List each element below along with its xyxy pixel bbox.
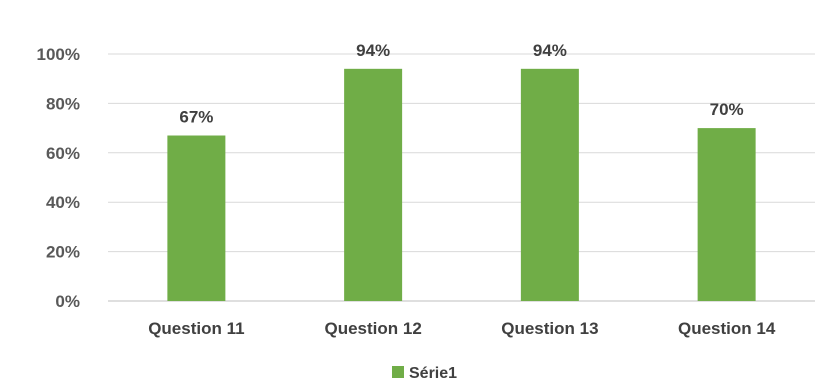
bar bbox=[697, 128, 756, 301]
y-tick-label: 20% bbox=[46, 243, 80, 262]
gridlines bbox=[108, 53, 815, 302]
category-label: Question 11 bbox=[148, 319, 244, 338]
bar bbox=[344, 68, 403, 301]
data-label: 94% bbox=[356, 41, 390, 60]
x-axis-categories: Question 11 Question 12 Question 13 Questio… bbox=[148, 319, 776, 338]
y-tick-label: 80% bbox=[46, 94, 80, 113]
y-tick-label: 0% bbox=[55, 292, 80, 311]
category-label: Question 12 bbox=[324, 319, 421, 338]
data-label: 70% bbox=[710, 100, 744, 119]
data-label: 94% bbox=[533, 41, 567, 60]
y-axis-ticks: 0% 20% 40% 60% 80% 100% bbox=[37, 45, 80, 311]
legend-label: Série1 bbox=[409, 365, 457, 382]
data-labels: 67% 94% 94% 70% bbox=[179, 41, 743, 127]
bar bbox=[520, 68, 579, 301]
y-tick-label: 60% bbox=[46, 144, 80, 163]
category-label: Question 14 bbox=[678, 319, 776, 338]
legend-swatch bbox=[392, 366, 404, 378]
data-label: 67% bbox=[179, 108, 213, 127]
bar bbox=[167, 135, 226, 301]
y-tick-label: 100% bbox=[37, 45, 80, 64]
bars bbox=[167, 68, 756, 301]
legend: Série1 bbox=[392, 365, 457, 382]
y-tick-label: 40% bbox=[46, 193, 80, 212]
category-label: Question 13 bbox=[501, 319, 598, 338]
